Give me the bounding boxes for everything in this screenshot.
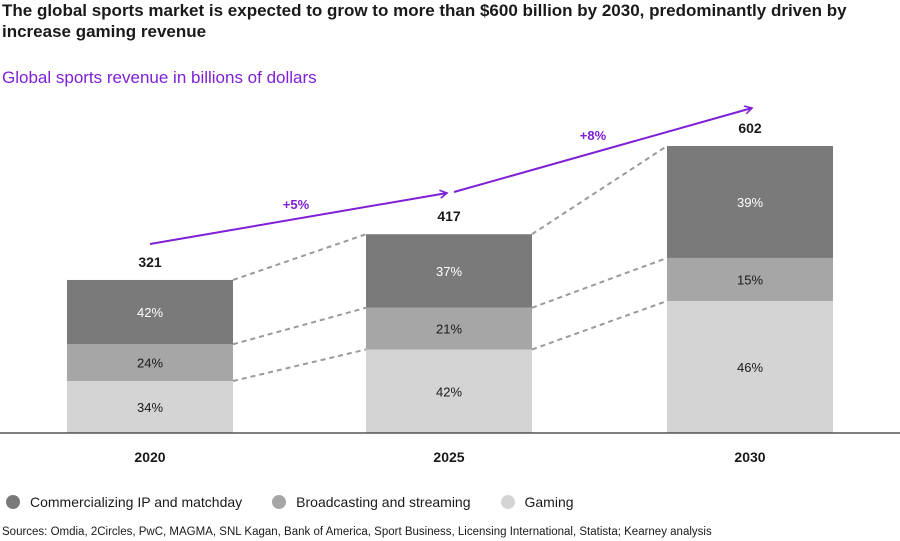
segment-share-label: 42% <box>137 305 163 320</box>
legend-swatch-broadcasting <box>272 495 287 509</box>
bar-total-label: 602 <box>738 120 762 136</box>
bar-segment-commercializing-2020 <box>67 279 233 345</box>
bar-total-label: 321 <box>138 254 162 270</box>
bar-segment-commercializing-2025 <box>366 234 532 308</box>
bar-segment-gaming-2020 <box>67 380 233 433</box>
x-tick-label: 2025 <box>433 449 464 465</box>
segment-share-label: 37% <box>436 264 462 279</box>
legend-swatch-commercializing <box>6 495 20 509</box>
legend: Commercializing IP and matchday Broadcas… <box>6 494 604 510</box>
x-tick-label: 2020 <box>134 449 165 465</box>
segment-share-label: 39% <box>737 195 763 210</box>
segment-share-label: 15% <box>737 272 763 287</box>
chart-title: The global sports market is expected to … <box>2 1 847 41</box>
growth-rate-label: +5% <box>283 197 310 212</box>
connector-line <box>232 348 367 382</box>
growth-rate-label: +8% <box>580 128 607 143</box>
legend-item-gaming: Gaming <box>500 494 574 510</box>
legend-label-gaming: Gaming <box>524 494 574 510</box>
connector-line <box>232 306 367 346</box>
chart-subtitle: Global sports revenue in billions of dol… <box>2 68 317 87</box>
x-tick-label: 2030 <box>734 449 765 465</box>
bar-segment-gaming-2025 <box>366 349 532 433</box>
bar-segment-broadcasting-2020 <box>67 344 233 381</box>
bar-total-label: 417 <box>437 208 461 224</box>
connector-line <box>531 300 668 351</box>
segment-share-label: 34% <box>137 400 163 415</box>
bar-segment-gaming-2030 <box>667 300 833 433</box>
connector-line <box>531 256 668 309</box>
sources-note: Sources: Omdia, 2Circles, PwC, MAGMA, SN… <box>2 526 712 538</box>
bar-segment-commercializing-2030 <box>667 146 833 258</box>
bar-segment-broadcasting-2025 <box>366 307 532 350</box>
connector-line <box>531 145 668 236</box>
segment-share-label: 21% <box>436 322 462 337</box>
legend-label-broadcasting: Broadcasting and streaming <box>296 494 471 510</box>
legend-label-commercializing: Commercializing IP and matchday <box>30 494 243 510</box>
legend-item-commercializing: Commercializing IP and matchday <box>6 494 242 510</box>
growth-arrow <box>149 189 449 245</box>
connector-line <box>232 233 367 281</box>
segment-share-label: 24% <box>137 356 163 371</box>
growth-arrow <box>453 105 754 193</box>
legend-item-broadcasting: Broadcasting and streaming <box>272 494 471 510</box>
segment-share-label: 42% <box>436 384 462 399</box>
bar-segment-broadcasting-2030 <box>667 257 833 301</box>
legend-swatch-gaming <box>500 495 515 509</box>
segment-share-label: 46% <box>737 360 763 375</box>
